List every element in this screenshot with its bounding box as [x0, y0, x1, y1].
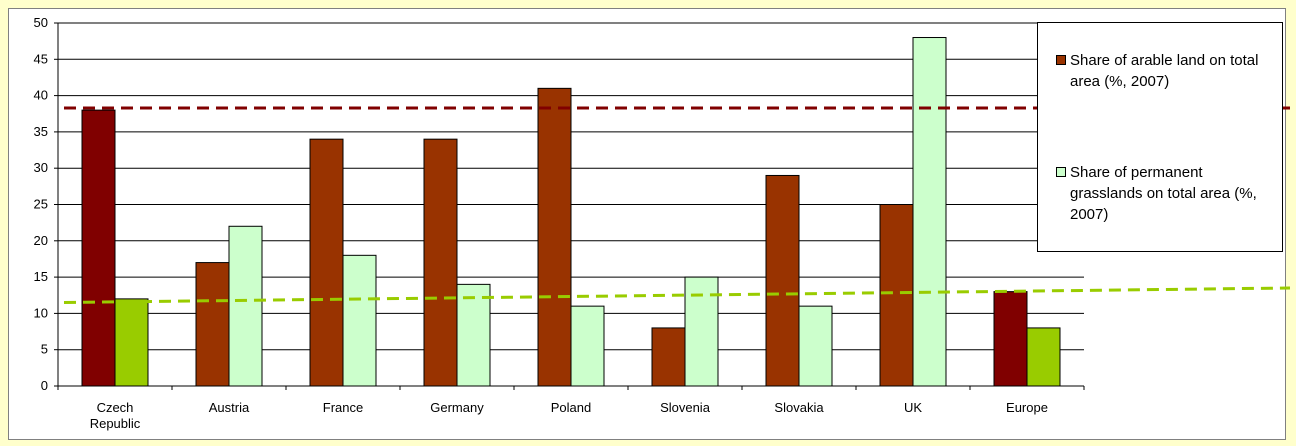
- y-tick-label: 40: [34, 88, 48, 103]
- bar-arable: [423, 138, 458, 387]
- grassland-trend-line: [63, 286, 1291, 305]
- bar-grassland: [1026, 327, 1061, 387]
- bar-arable: [993, 291, 1028, 387]
- legend-swatch-grassland: [1056, 167, 1066, 177]
- bar-grassland: [798, 305, 833, 387]
- y-tick-label: 30: [34, 160, 48, 175]
- y-tick-label: 5: [41, 342, 48, 357]
- legend-swatch-arable: [1056, 55, 1066, 65]
- x-category-label: Slovakia: [774, 400, 824, 415]
- y-tick-label: 15: [34, 269, 48, 284]
- x-category-label: Poland: [551, 400, 591, 415]
- x-category-label: Czech Republic: [90, 400, 141, 431]
- x-category-label: Europe: [1006, 400, 1048, 415]
- x-category-label: Germany: [430, 400, 484, 415]
- y-tick-label: 45: [34, 51, 48, 66]
- bar-grassland: [570, 305, 605, 387]
- bars: [81, 37, 1061, 387]
- bar-grassland: [912, 37, 947, 387]
- x-category-label: Austria: [209, 400, 250, 415]
- title-strip: [0, 0, 1296, 8]
- x-category-label: Slovenia: [660, 400, 711, 415]
- bar-grassland: [456, 283, 491, 387]
- legend-label-grassland: Share of permanent grasslands on total a…: [1070, 164, 1257, 223]
- bar-arable: [879, 204, 914, 387]
- bar-arable: [651, 327, 686, 387]
- y-tick-label: 25: [34, 197, 48, 212]
- legend: Share of arable land on total area (%, 2…: [1037, 22, 1283, 252]
- x-category-label: UK: [904, 400, 922, 415]
- y-tick-label: 50: [34, 15, 48, 30]
- bar-arable: [765, 174, 800, 387]
- bar-grassland: [228, 225, 263, 387]
- bar-arable: [537, 87, 572, 387]
- bar-grassland: [114, 298, 149, 387]
- legend-label-arable: Share of arable land on total area (%, 2…: [1070, 52, 1259, 90]
- y-tick-label: 10: [34, 305, 48, 320]
- bar-arable: [81, 109, 116, 387]
- bar-arable: [195, 262, 230, 387]
- y-tick-label: 20: [34, 233, 48, 248]
- axes: 0 5 10 15 20 25 30 35 40 45 50 Czech Republic Austria…: [34, 15, 1085, 431]
- bar-grassland: [342, 254, 377, 387]
- y-tick-label: 35: [34, 124, 48, 139]
- bar-arable: [309, 138, 344, 387]
- x-category-label: France: [323, 400, 363, 415]
- y-tick-label: 0: [41, 378, 48, 393]
- reference-lines: [63, 106, 1291, 305]
